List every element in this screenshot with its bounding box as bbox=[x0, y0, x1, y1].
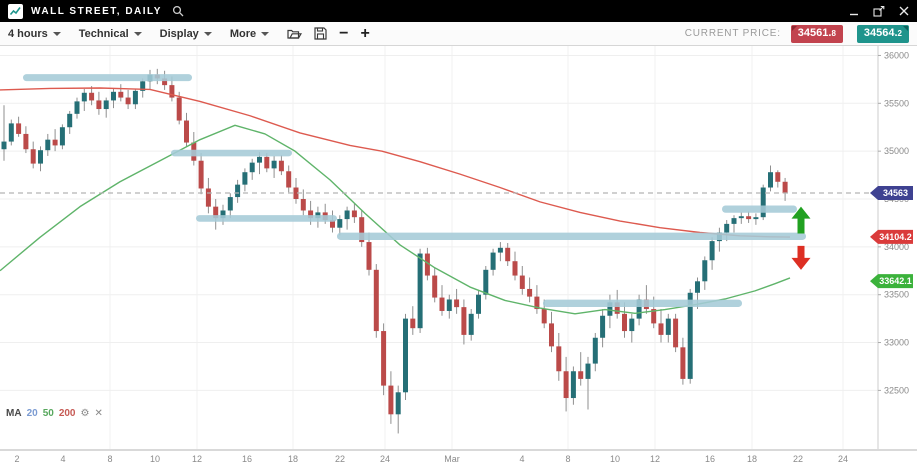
title-bar: WALL STREET, DAILY bbox=[0, 0, 917, 22]
chevron-down-icon bbox=[133, 31, 142, 36]
svg-text:18: 18 bbox=[747, 454, 757, 464]
ma-remove-icon[interactable]: ✕ bbox=[94, 408, 103, 419]
app-logo-icon bbox=[8, 3, 23, 19]
svg-text:2: 2 bbox=[14, 454, 19, 464]
buy-price-frac: 2 bbox=[897, 28, 902, 38]
current-price-label: CURRENT PRICE: bbox=[684, 28, 781, 39]
ma-period-200: 200 bbox=[58, 408, 76, 419]
chevron-down-icon bbox=[203, 31, 212, 36]
svg-text:33642.1: 33642.1 bbox=[879, 276, 912, 286]
window-title: WALL STREET, DAILY bbox=[31, 5, 162, 17]
search-icon[interactable] bbox=[172, 5, 184, 17]
display-label: Display bbox=[159, 27, 199, 40]
sell-price-value: 34561. bbox=[797, 26, 832, 39]
candlestick-chart-canvas[interactable]: 3600035500350003450034000335003300032500… bbox=[0, 46, 917, 466]
svg-text:33000: 33000 bbox=[884, 338, 909, 348]
ma-label: MA bbox=[6, 408, 22, 419]
ma-period-20: 20 bbox=[26, 408, 38, 419]
sell-price-button[interactable]: 34561.8 bbox=[790, 24, 843, 43]
svg-text:4: 4 bbox=[519, 454, 524, 464]
timeframe-label: 4 hours bbox=[8, 27, 48, 40]
save-icon[interactable] bbox=[314, 27, 327, 40]
svg-text:16: 16 bbox=[705, 454, 715, 464]
close-icon[interactable] bbox=[899, 6, 909, 16]
svg-text:22: 22 bbox=[335, 454, 345, 464]
svg-text:16: 16 bbox=[242, 454, 252, 464]
svg-text:36000: 36000 bbox=[884, 50, 909, 60]
svg-text:10: 10 bbox=[150, 454, 160, 464]
svg-text:34000: 34000 bbox=[884, 242, 909, 252]
zoom-out-button[interactable]: − bbox=[339, 24, 349, 42]
svg-text:33500: 33500 bbox=[884, 290, 909, 300]
sell-price-frac: 8 bbox=[831, 28, 836, 38]
svg-text:24: 24 bbox=[838, 454, 848, 464]
more-dropdown[interactable]: More bbox=[229, 27, 270, 40]
svg-text:12: 12 bbox=[192, 454, 202, 464]
svg-text:34563: 34563 bbox=[883, 188, 908, 198]
svg-text:Mar: Mar bbox=[444, 454, 460, 464]
svg-text:12: 12 bbox=[650, 454, 660, 464]
ma-period-50: 50 bbox=[42, 408, 54, 419]
chevron-down-icon bbox=[52, 31, 61, 36]
open-folder-icon[interactable] bbox=[287, 27, 303, 40]
minimize-icon[interactable] bbox=[849, 6, 859, 16]
timeframe-dropdown[interactable]: 4 hours bbox=[8, 28, 61, 40]
svg-text:18: 18 bbox=[288, 454, 298, 464]
svg-text:24: 24 bbox=[380, 454, 390, 464]
zoom-in-button[interactable]: + bbox=[360, 24, 370, 42]
technical-label: Technical bbox=[78, 27, 129, 40]
svg-text:35500: 35500 bbox=[884, 98, 909, 108]
ma-indicator-legend: MA 20 50 200 ⚙ ✕ bbox=[6, 408, 103, 419]
popout-icon[interactable] bbox=[873, 5, 885, 17]
svg-text:32500: 32500 bbox=[884, 385, 909, 395]
ma-settings-gear-icon[interactable]: ⚙ bbox=[80, 408, 90, 419]
display-dropdown[interactable]: Display bbox=[160, 28, 212, 40]
chevron-down-icon bbox=[261, 31, 270, 36]
chart-toolbar: 4 hours Technical Display More − + CURRE… bbox=[0, 22, 917, 46]
svg-text:10: 10 bbox=[610, 454, 620, 464]
price-chart[interactable]: 3600035500350003450034000335003300032500… bbox=[0, 46, 917, 466]
buy-price-value: 34564. bbox=[863, 26, 898, 39]
more-label: More bbox=[229, 27, 257, 40]
svg-text:8: 8 bbox=[107, 454, 112, 464]
svg-text:22: 22 bbox=[793, 454, 803, 464]
technical-dropdown[interactable]: Technical bbox=[79, 28, 142, 40]
svg-text:34104.2: 34104.2 bbox=[879, 232, 912, 242]
svg-text:8: 8 bbox=[565, 454, 570, 464]
buy-price-button[interactable]: 34564.2 bbox=[856, 24, 909, 43]
svg-text:35000: 35000 bbox=[884, 146, 909, 156]
svg-text:4: 4 bbox=[60, 454, 65, 464]
